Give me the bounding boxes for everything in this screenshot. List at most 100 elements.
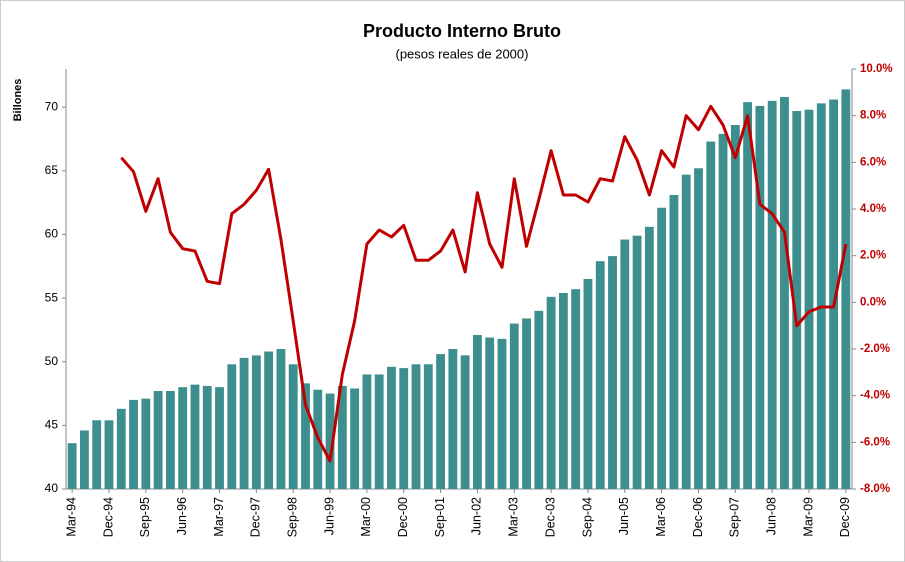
bar [423, 364, 433, 489]
bar [608, 256, 617, 489]
x-tick-label: Sep-98 [286, 497, 300, 537]
bar [153, 391, 163, 489]
x-tick-label: Sep-07 [728, 497, 742, 537]
bar [325, 393, 335, 489]
bar [67, 443, 77, 489]
bar [583, 279, 593, 489]
bar [804, 109, 814, 490]
bar [374, 374, 384, 489]
bar [362, 374, 372, 489]
x-tick-label: Dec-03 [543, 497, 557, 537]
y2-tick-label: 4.0% [860, 203, 886, 215]
bar [816, 103, 826, 489]
x-tick-label: Dec-97 [249, 497, 263, 537]
y2-tick-label: -4.0% [860, 390, 890, 402]
x-tick-label: Jun-96 [175, 497, 189, 535]
x-tick-label: Jun-08 [764, 497, 778, 535]
bar [522, 318, 531, 489]
bar [190, 384, 200, 489]
bar [644, 226, 654, 489]
y2-tick-label: -8.0% [860, 483, 890, 495]
bar [681, 174, 691, 490]
bar [264, 351, 274, 489]
x-tick-label: Mar-97 [212, 497, 226, 537]
bar [473, 335, 482, 489]
bar [227, 364, 237, 489]
bar [509, 323, 519, 489]
y-tick-label: 55 [45, 290, 59, 304]
bar [730, 125, 740, 489]
bar [595, 261, 605, 489]
bar [165, 391, 175, 489]
bar [141, 398, 151, 489]
x-tick-label: Mar-00 [359, 497, 373, 537]
bar [669, 195, 679, 489]
bar [632, 235, 642, 489]
x-tick-label: Jun-05 [617, 497, 631, 535]
bar [767, 100, 777, 490]
y-tick-label: 70 [45, 99, 59, 113]
line [120, 104, 848, 463]
x-tick-label: Dec-94 [101, 497, 115, 537]
y2-tick-label: 6.0% [860, 156, 886, 168]
bar [460, 355, 470, 489]
y-tick-label: 50 [45, 354, 59, 368]
chart-title: Producto Interno Bruto [363, 21, 561, 41]
bar [571, 289, 581, 489]
x-tick-label: Sep-95 [138, 497, 152, 537]
x-tick-label: Dec-09 [838, 497, 852, 537]
bar [178, 387, 188, 489]
bar [534, 310, 544, 489]
bar [251, 355, 261, 489]
bar [792, 111, 802, 489]
x-tick-label: Dec-00 [396, 497, 410, 537]
x-tick-label: Mar-09 [801, 497, 815, 537]
y-tick-label: 40 [45, 481, 59, 495]
bar [694, 168, 703, 490]
y2-tick-label: 0.0% [860, 296, 886, 308]
x-tick-label: Sep-04 [580, 497, 594, 537]
bar [718, 133, 728, 489]
bar [546, 296, 556, 489]
bar [116, 408, 126, 489]
bar [337, 385, 347, 489]
y2-tick-label: -6.0% [860, 436, 890, 448]
bar [350, 388, 360, 489]
bar [558, 293, 568, 489]
bar [129, 399, 138, 489]
bar [288, 364, 298, 489]
y-tick-label: 65 [45, 163, 59, 177]
bar [706, 141, 716, 489]
bar [485, 337, 495, 489]
y-tick-label: 45 [45, 418, 59, 432]
bar [276, 349, 286, 489]
bar [829, 99, 838, 489]
bar [301, 383, 310, 489]
y-tick-label: 60 [45, 227, 59, 241]
bar [239, 357, 249, 489]
bar [92, 420, 102, 489]
bar [755, 105, 765, 489]
bar [780, 97, 789, 489]
x-tick-label: Jun-99 [322, 497, 336, 535]
bar [620, 239, 630, 489]
bar [387, 366, 396, 489]
bar [202, 385, 212, 489]
bar [841, 89, 851, 489]
x-tick-label: Mar-06 [654, 497, 668, 537]
y2-tick-label: 2.0% [860, 250, 886, 262]
bar [448, 349, 458, 489]
y2-tick-label: -2.0% [860, 343, 890, 355]
bar [657, 207, 667, 489]
y2-tick-label: 8.0% [860, 110, 886, 122]
x-tick-label: Dec-06 [691, 497, 705, 537]
x-tick-label: Jun-02 [470, 497, 484, 535]
bar [497, 338, 507, 489]
y2-tick-label: 10.0% [860, 63, 893, 75]
bar [104, 420, 114, 489]
bar [215, 387, 224, 489]
x-tick-label: Mar-03 [507, 497, 521, 537]
x-tick-label: Mar-94 [64, 497, 78, 537]
chart-subtitle: (pesos reales de 2000) [396, 46, 529, 61]
bar [436, 354, 445, 489]
